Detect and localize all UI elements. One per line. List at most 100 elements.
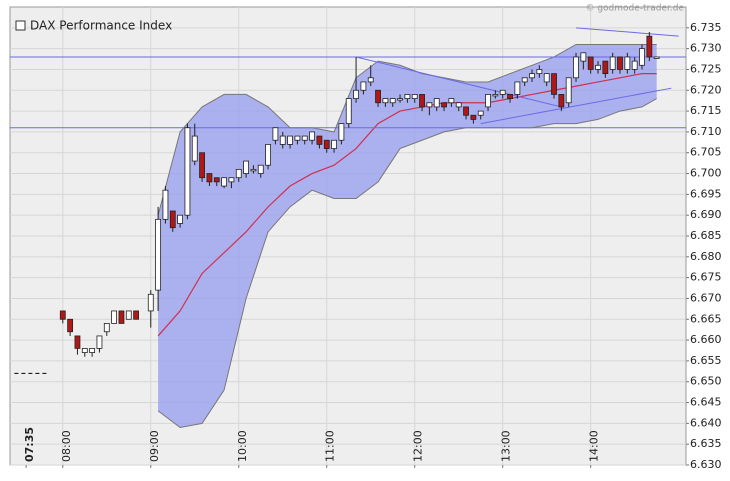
candle-body	[624, 56, 631, 70]
x-tick-label: 11:00	[324, 430, 337, 462]
candle-body	[404, 94, 411, 99]
candle-body	[529, 73, 535, 79]
candle-body	[243, 160, 249, 174]
candle-body	[250, 168, 257, 172]
candle-body	[499, 89, 506, 95]
candle-body	[265, 143, 271, 166]
trend-line	[355, 56, 562, 108]
candle-body	[565, 77, 572, 104]
y-tick-label: 6.735	[690, 21, 722, 34]
y-tick-label: 6.710	[690, 125, 722, 138]
y-tick-label: 6.725	[690, 62, 722, 75]
candle-body	[74, 335, 81, 349]
candle-body	[543, 73, 550, 83]
candle-body	[67, 318, 74, 333]
candle-body	[272, 127, 279, 141]
y-tick-label: 6.705	[690, 146, 722, 159]
candle-body	[602, 60, 609, 75]
candle-body	[345, 98, 352, 124]
x-tick-label: 09:00	[148, 430, 161, 462]
y-tick-label: 6.635	[690, 437, 722, 450]
candle-body	[294, 135, 301, 141]
candle-body	[646, 35, 653, 58]
x-tick-label: 08:00	[60, 430, 73, 462]
candle-body	[184, 127, 191, 216]
candle-body	[653, 56, 660, 59]
x-tick-label: 10:00	[236, 430, 249, 462]
candle-body	[177, 214, 183, 224]
candle-body	[133, 310, 140, 320]
x-tick-label: 14:00	[588, 430, 601, 462]
candle-body	[455, 102, 462, 108]
candle-body	[389, 98, 396, 104]
y-tick-label: 6.650	[690, 375, 722, 388]
candle-body	[360, 81, 367, 91]
y-tick-label: 6.665	[690, 312, 722, 325]
candle-body	[521, 77, 528, 83]
y-tick-label: 6.690	[690, 208, 722, 221]
candle-body	[617, 56, 623, 70]
candle-body	[419, 94, 425, 108]
candle-body	[96, 335, 103, 349]
y-tick-label: 6.695	[690, 187, 722, 200]
candle-body	[169, 210, 176, 229]
candle-body	[492, 94, 499, 97]
candle-body	[59, 310, 66, 320]
candle-body	[426, 102, 433, 108]
trend-line	[480, 87, 672, 125]
candle-body	[89, 348, 96, 353]
candle-body	[301, 135, 308, 141]
candle-body	[595, 64, 601, 70]
candle-body	[536, 69, 543, 75]
y-tick-label: 6.675	[690, 271, 722, 284]
candle-body	[118, 310, 125, 324]
x-tick-label: 12:00	[412, 430, 425, 462]
y-tick-label: 6.645	[690, 396, 722, 409]
source: © godmode-trader.de	[585, 4, 684, 14]
y-tick-label: 6.700	[690, 167, 722, 180]
candle-body	[587, 56, 594, 70]
candle-body	[551, 73, 557, 95]
band-lower	[157, 98, 657, 429]
candle-body	[573, 56, 579, 79]
candle-body	[206, 173, 213, 183]
candle-body	[323, 139, 330, 149]
y-tick-label: 6.680	[690, 250, 722, 263]
y-tick-label: 6.655	[690, 354, 722, 367]
candle-body	[125, 310, 132, 320]
candle-body	[316, 135, 323, 145]
candle-body	[257, 164, 264, 174]
candle-body	[309, 131, 315, 141]
y-tick-label: 6.630	[690, 458, 722, 471]
chart-title: DAX Performance Index	[30, 19, 172, 33]
candle-body	[199, 152, 205, 179]
candle-body	[580, 52, 587, 62]
candle-body	[221, 177, 227, 187]
candle-body	[433, 98, 440, 108]
y-tick-label: 6.640	[690, 416, 722, 429]
trend-line	[575, 27, 679, 37]
y-tick-label: 6.670	[690, 291, 722, 304]
candle-body	[331, 139, 337, 149]
candle-body	[235, 168, 242, 179]
candle-body	[103, 323, 110, 333]
candle-body	[477, 110, 484, 116]
x-tick-label: 13:00	[500, 430, 513, 462]
candle-body	[507, 94, 513, 99]
candle-body	[111, 310, 118, 324]
candle-body	[338, 123, 345, 141]
candle-body	[228, 177, 235, 183]
candle-body	[441, 102, 447, 108]
title-box	[15, 20, 26, 31]
candle-body	[485, 94, 491, 108]
y-tick-label: 6.715	[690, 104, 722, 117]
y-tick-label: 6.685	[690, 229, 722, 242]
candle-body	[279, 135, 286, 145]
candle-body	[155, 218, 162, 291]
candle-body	[397, 98, 403, 101]
band-upper	[157, 43, 657, 216]
candle-body	[514, 81, 521, 95]
candle-body	[367, 77, 374, 83]
x-tick-label: 07:35	[23, 427, 36, 462]
